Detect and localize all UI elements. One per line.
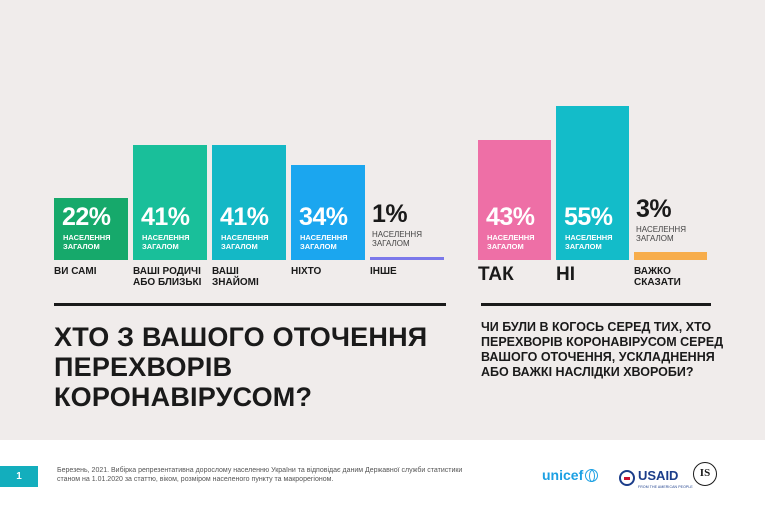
bar-value-label: 55% <box>564 203 613 231</box>
bar-value-label: 41% <box>220 203 269 231</box>
footnote: Березень, 2021. Вибірка репрезентативна … <box>57 467 463 483</box>
category-label: Ніхто <box>291 266 322 277</box>
category-label: Важко сказати <box>634 266 681 288</box>
bar-5 <box>370 257 444 260</box>
category-label: Ваші знайомі <box>212 266 259 288</box>
bar-sublabel: населення загалом <box>142 233 190 251</box>
chart1-title: Хто з вашого оточення перехворів коронав… <box>54 322 428 412</box>
bar-sublabel: населення загалом <box>487 233 535 251</box>
bar-value-label: 34% <box>299 203 348 231</box>
seal-icon <box>619 470 635 486</box>
category-label: Так <box>478 264 514 285</box>
unicef-wordmark: unicef <box>542 467 584 483</box>
usaid-tagline: FROM THE AMERICAN PEOPLE <box>638 485 693 489</box>
footer: 1 Березень, 2021. Вибірка репрезентативн… <box>0 440 765 510</box>
chart1-baseline <box>54 303 446 306</box>
chart-area: 22% населення загалом Ви самі 41% населення … <box>54 106 724 412</box>
bar-sublabel: населення загалом <box>636 224 686 243</box>
usaid-logo: USAID FROM THE AMERICAN PEOPLE <box>619 467 693 489</box>
bar-1 <box>54 198 128 260</box>
chart2-baseline <box>481 303 711 306</box>
bar-3 <box>634 251 707 260</box>
bar-sublabel: населення загалом <box>565 233 613 251</box>
category-label: Інше <box>370 266 397 277</box>
category-label: Ваші родичі або близькі <box>133 266 202 288</box>
globe-icon <box>585 468 599 482</box>
is-logo: IS <box>693 462 717 486</box>
category-label: Ви самі <box>54 266 97 277</box>
bar-sublabel: населення загалом <box>300 233 348 251</box>
unicef-logo: unicef <box>542 467 599 483</box>
bar-value-label: 43% <box>486 203 535 231</box>
bar-value-label: 22% <box>62 203 111 231</box>
bar-value-label: 3% <box>636 194 672 223</box>
category-label: Ні <box>556 264 575 285</box>
bar-sublabel: населення загалом <box>63 233 111 251</box>
bar-sublabel: населення загалом <box>372 230 422 248</box>
chart2-title: Чи були в когось серед тих, хто перехвор… <box>481 320 724 379</box>
bar-3 <box>212 145 286 260</box>
usaid-wordmark: USAID <box>638 468 679 483</box>
bar-2 <box>133 145 207 260</box>
bar-2 <box>556 106 629 260</box>
bar-4 <box>291 164 365 260</box>
bar-sublabel: населення загалом <box>221 233 269 251</box>
bar-value-label: 1% <box>372 200 408 228</box>
bar-1 <box>478 139 551 260</box>
page-number: 1 <box>0 466 38 487</box>
bar-value-label: 41% <box>141 203 190 231</box>
